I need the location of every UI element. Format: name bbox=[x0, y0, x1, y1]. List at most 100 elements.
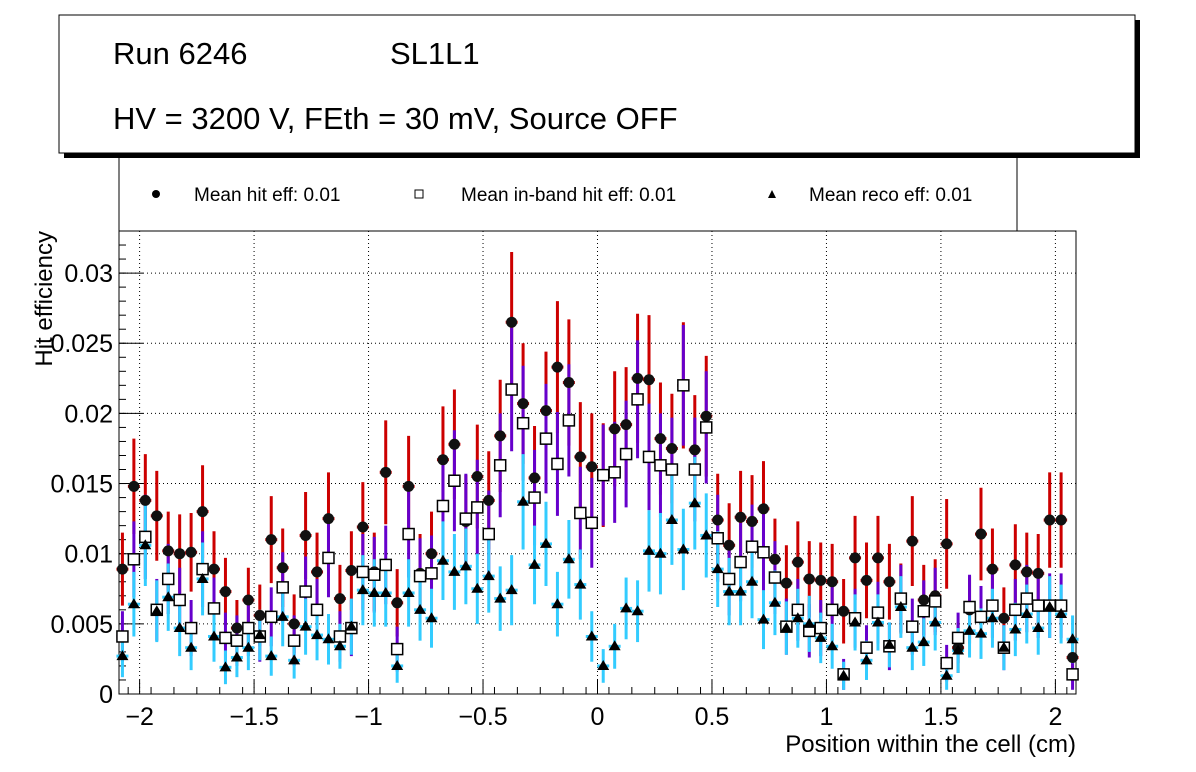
data-point-circle bbox=[975, 528, 987, 540]
y-tick-label: 0.015 bbox=[50, 471, 113, 499]
data-point-square bbox=[379, 558, 392, 572]
data-point-circle bbox=[529, 472, 541, 484]
data-point-triangle bbox=[517, 495, 530, 506]
data-point-square bbox=[596, 468, 610, 482]
data-point-circle bbox=[345, 565, 357, 577]
data-point-square bbox=[562, 414, 576, 427]
data-point-triangle bbox=[322, 633, 335, 644]
data-point-circle bbox=[506, 316, 518, 328]
data-point-triangle bbox=[482, 570, 495, 581]
data-point-circle bbox=[620, 419, 632, 431]
data-point-circle bbox=[574, 451, 586, 463]
data-point-square bbox=[127, 553, 141, 566]
data-point-circle bbox=[792, 556, 804, 568]
data-point-square bbox=[242, 621, 255, 635]
data-point-circle bbox=[197, 506, 209, 518]
data-point-circle bbox=[1067, 652, 1079, 664]
data-point-square bbox=[745, 540, 759, 553]
data-point-triangle bbox=[906, 641, 919, 652]
legend-label-reco: Mean reco eff: 0.01 bbox=[809, 185, 972, 206]
x-tick-label: 1.5 bbox=[924, 703, 959, 731]
data-point-triangle bbox=[196, 572, 209, 583]
data-point-circle bbox=[1044, 514, 1056, 526]
data-point-square bbox=[574, 506, 587, 520]
data-point-triangle bbox=[528, 558, 541, 569]
data-point-square bbox=[825, 603, 839, 617]
data-point-circle bbox=[986, 563, 998, 575]
data-point-circle bbox=[517, 398, 529, 410]
data-point-triangle bbox=[185, 641, 198, 652]
data-point-square bbox=[734, 555, 747, 569]
y-axis-title: Hit efficiency bbox=[31, 231, 58, 367]
data-point-triangle bbox=[276, 610, 289, 621]
data-point-triangle bbox=[127, 598, 140, 609]
data-point-triangle bbox=[505, 584, 518, 595]
data-point-circle bbox=[723, 539, 735, 551]
y-tick-label: 0.025 bbox=[50, 330, 113, 358]
data-point-triangle bbox=[700, 529, 713, 540]
legend-label-hit: Mean hit eff: 0.01 bbox=[194, 185, 340, 206]
data-point-square bbox=[631, 393, 644, 406]
data-point-circle bbox=[483, 494, 495, 506]
data-point-circle bbox=[322, 513, 334, 525]
data-point-circle bbox=[162, 545, 174, 557]
data-point-square bbox=[974, 610, 988, 624]
data-point-square bbox=[768, 571, 782, 584]
data-point-square bbox=[116, 630, 129, 643]
data-point-triangle bbox=[288, 654, 301, 665]
data-point-circle bbox=[139, 494, 151, 506]
data-point-circle bbox=[1032, 567, 1044, 579]
data-point-square bbox=[310, 603, 324, 617]
data-point-triangle bbox=[391, 659, 404, 670]
data-point-triangle bbox=[997, 641, 1010, 652]
data-point-triangle bbox=[402, 586, 415, 597]
data-point-square bbox=[917, 604, 930, 618]
data-point-triangle bbox=[562, 553, 575, 564]
data-point-square bbox=[700, 421, 713, 434]
data-point-triangle bbox=[883, 638, 896, 649]
data-point-square bbox=[722, 572, 736, 586]
data-point-triangle bbox=[1020, 608, 1033, 619]
data-point-triangle bbox=[551, 598, 564, 609]
data-point-square bbox=[757, 546, 770, 559]
data-point-square bbox=[299, 585, 312, 598]
data-point-triangle bbox=[917, 636, 930, 647]
data-point-triangle bbox=[814, 631, 827, 642]
data-point-circle bbox=[918, 594, 930, 606]
data-point-circle bbox=[1055, 514, 1067, 526]
legend-border bbox=[118, 158, 1018, 231]
data-point-circle bbox=[288, 618, 300, 630]
data-point-circle bbox=[265, 534, 277, 546]
data-point-triangle bbox=[826, 640, 839, 651]
data-point-triangle bbox=[643, 544, 656, 555]
data-point-circle bbox=[780, 577, 792, 589]
data-point-triangle bbox=[425, 612, 438, 623]
data-point-square bbox=[287, 634, 301, 647]
data-point-circle bbox=[815, 574, 827, 586]
data-point-circle bbox=[712, 514, 724, 526]
data-point-triangle bbox=[1009, 623, 1022, 634]
series-2-markers bbox=[116, 495, 1079, 680]
data-point-square bbox=[368, 568, 381, 581]
data-point-triangle bbox=[723, 585, 736, 596]
data-point-triangle bbox=[116, 650, 129, 661]
data-point-triangle bbox=[746, 575, 759, 586]
data-point-square bbox=[322, 551, 335, 565]
data-point-triangle bbox=[1043, 601, 1056, 612]
data-point-square bbox=[654, 459, 667, 472]
data-point-triangle bbox=[665, 514, 678, 525]
data-point-circle bbox=[803, 573, 815, 585]
data-point-circle bbox=[380, 466, 392, 478]
data-point-circle bbox=[437, 454, 449, 466]
data-point-triangle bbox=[265, 650, 278, 661]
series-1-markers bbox=[116, 379, 1079, 681]
data-point-circle bbox=[208, 563, 220, 575]
data-point-circle bbox=[941, 538, 953, 550]
data-point-triangle bbox=[849, 616, 862, 627]
data-point-square bbox=[230, 634, 244, 647]
data-point-square bbox=[173, 593, 186, 607]
data-point-triangle bbox=[242, 641, 255, 652]
data-point-circle bbox=[128, 480, 140, 492]
legend-marker-circle-icon bbox=[152, 190, 160, 198]
title-conditions: HV = 3200 V, FEth = 30 mV, Source OFF bbox=[113, 101, 678, 136]
